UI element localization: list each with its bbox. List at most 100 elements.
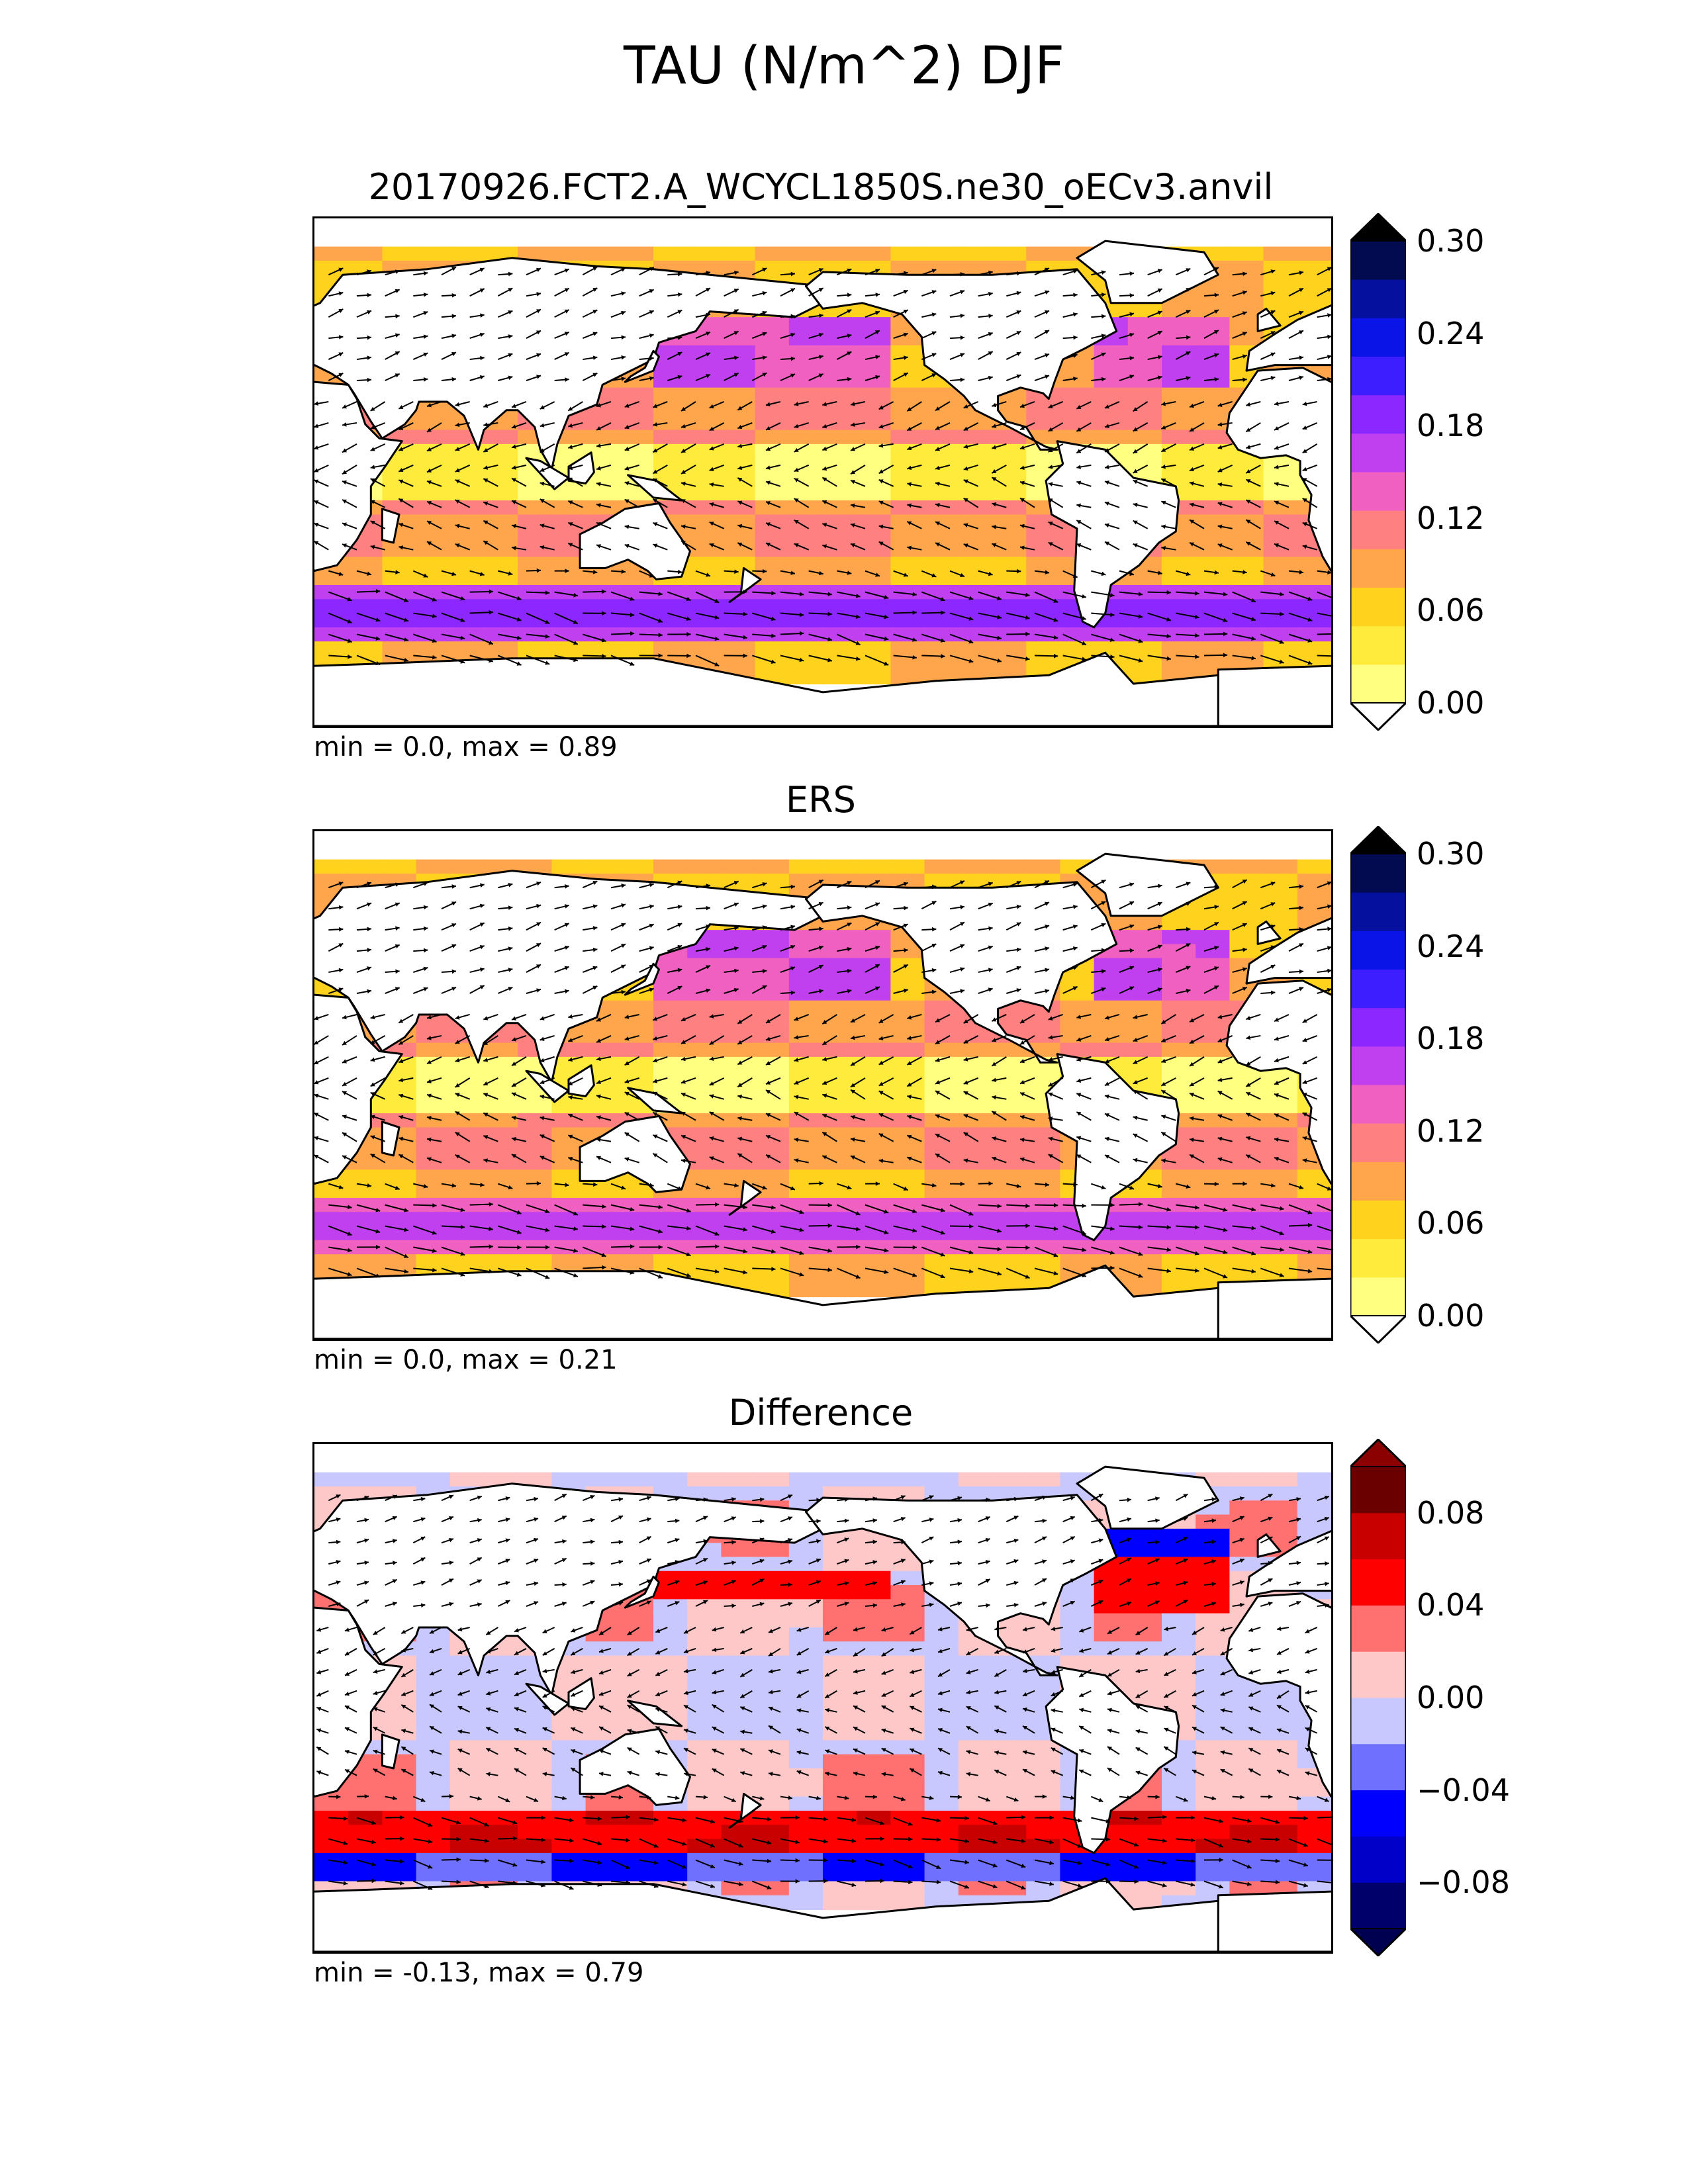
wind-arrow	[1091, 1859, 1111, 1866]
wind-arrow	[1119, 375, 1135, 381]
wind-arrow	[822, 544, 837, 551]
field-cell	[619, 1197, 654, 1213]
wind-arrow	[949, 880, 965, 889]
field-cell	[1196, 1825, 1231, 1840]
wind-arrow	[526, 353, 541, 360]
wind-arrow	[921, 943, 937, 952]
field-cell	[755, 1867, 790, 1882]
wind-arrow	[921, 1880, 941, 1885]
wind-arrow	[1189, 422, 1205, 432]
wind-arrow	[596, 1156, 612, 1163]
field-cell	[1229, 458, 1264, 473]
field-cell	[958, 1472, 993, 1487]
wind-arrow	[724, 612, 747, 617]
wind-arrow	[469, 1267, 494, 1274]
field-cell	[687, 1768, 722, 1784]
wind-arrow	[1006, 1580, 1019, 1586]
field-cell	[619, 1641, 654, 1657]
wind-arrow	[1175, 1493, 1188, 1502]
wind-arrow	[709, 1077, 725, 1086]
wind-arrow	[1006, 374, 1021, 381]
wind-arrow	[1051, 1708, 1063, 1713]
field-cell	[958, 1056, 993, 1072]
wind-arrow	[824, 1627, 837, 1636]
wind-arrow	[751, 944, 767, 952]
field-cell	[1263, 1711, 1298, 1727]
wind-arrow	[639, 964, 655, 973]
field-cell	[755, 1127, 790, 1142]
field-cell	[755, 1768, 790, 1784]
field-cell	[1060, 1599, 1095, 1614]
field-cell	[449, 543, 485, 558]
wind-arrow	[1104, 501, 1120, 508]
field-cell	[1026, 1472, 1061, 1487]
coastline	[567, 1677, 595, 1710]
wind-arrow	[752, 655, 776, 664]
wind-arrow	[370, 1056, 385, 1062]
field-cell	[1127, 915, 1162, 931]
wind-arrow	[356, 1599, 369, 1607]
wind-arrow	[610, 1859, 631, 1870]
wind-arrow	[780, 631, 804, 636]
wind-arrow	[1220, 1750, 1233, 1755]
wind-arrow	[1006, 966, 1021, 973]
wind-arrow	[963, 497, 979, 508]
wind-arrow	[752, 1817, 772, 1821]
wind-arrow	[992, 502, 1007, 508]
wind-arrow	[328, 570, 344, 576]
wind-arrow	[412, 1796, 426, 1802]
wind-arrow	[624, 1013, 639, 1019]
wind-arrow	[570, 1707, 583, 1713]
wind-arrow	[1034, 290, 1050, 297]
field-cell	[687, 1071, 722, 1086]
wind-arrow	[497, 986, 513, 994]
field-cell	[857, 443, 892, 459]
wind-arrow	[909, 1690, 922, 1698]
field-cell	[1094, 1627, 1129, 1643]
wind-arrow	[413, 334, 428, 340]
wind-arrow	[412, 1817, 433, 1827]
wind-arrow	[385, 1494, 398, 1502]
field-cell	[619, 1613, 654, 1628]
field-cell	[1229, 1212, 1264, 1227]
wind-arrow	[907, 1115, 922, 1121]
field-cell	[1162, 317, 1197, 332]
field-cell	[721, 430, 756, 445]
wind-arrow	[639, 612, 663, 623]
field-cell	[788, 1585, 823, 1600]
field-cell	[721, 331, 756, 346]
field-cell	[1196, 373, 1231, 388]
wind-arrow	[356, 1794, 369, 1799]
field-cell	[1127, 1810, 1162, 1826]
field-cell	[1297, 1486, 1331, 1502]
wind-arrow	[328, 1859, 348, 1865]
field-cell	[958, 543, 993, 558]
wind-arrow	[737, 477, 753, 487]
field-cell	[551, 514, 586, 529]
wind-arrow	[1048, 521, 1064, 529]
field-cell	[721, 486, 756, 502]
wind-arrow	[1062, 1838, 1082, 1848]
wind-arrow	[949, 1267, 974, 1274]
field-cell	[1229, 584, 1264, 600]
wind-arrow	[963, 464, 978, 471]
colorbar-level	[1350, 1882, 1406, 1929]
wind-arrow	[554, 1225, 579, 1231]
field-cell	[788, 1056, 823, 1072]
wind-arrow	[571, 1668, 583, 1674]
wind-arrow	[328, 352, 344, 360]
field-cell	[823, 1825, 858, 1840]
wind-arrow	[398, 422, 414, 431]
wind-arrow	[808, 945, 823, 952]
wind-arrow	[667, 923, 682, 931]
wind-arrow	[1019, 1115, 1035, 1121]
wind-arrow	[1135, 1770, 1148, 1776]
wind-arrow	[739, 1648, 753, 1655]
wind-arrow	[316, 1706, 329, 1713]
field-cell	[823, 944, 858, 959]
wind-arrow	[469, 332, 485, 340]
field-cell	[924, 1212, 959, 1227]
field-cell	[382, 1825, 417, 1840]
wind-arrow	[655, 1750, 668, 1755]
wind-arrow	[1022, 1647, 1035, 1654]
